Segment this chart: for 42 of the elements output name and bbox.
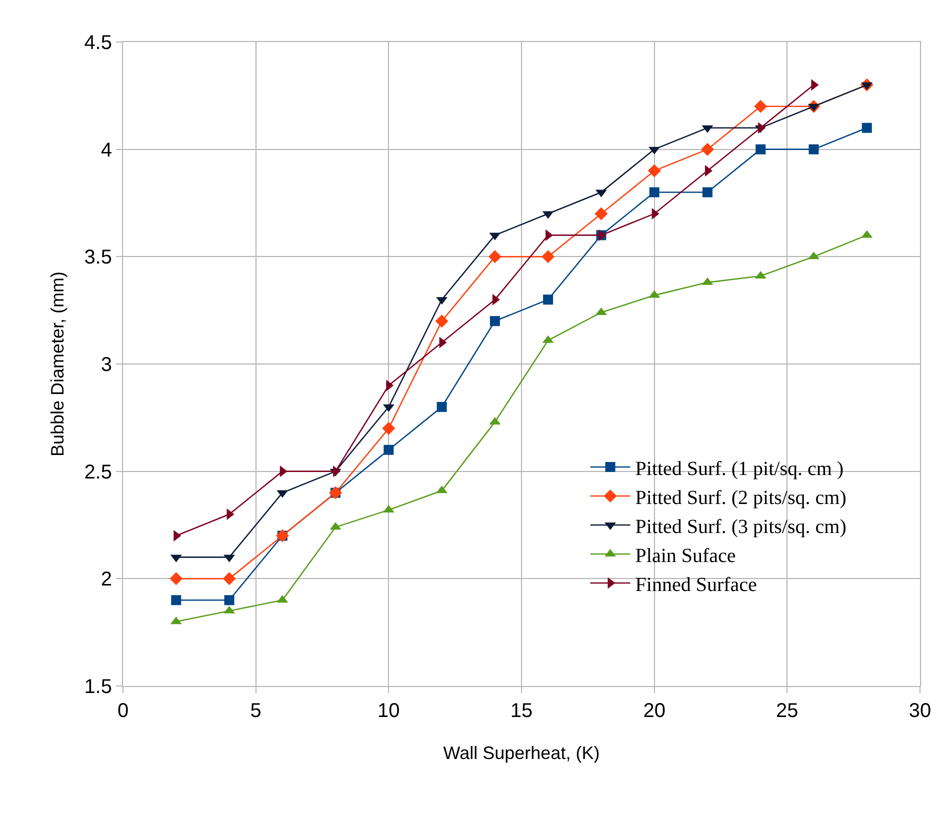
point bbox=[224, 595, 234, 606]
y-tick-label: 2.5 bbox=[84, 461, 112, 484]
point bbox=[648, 164, 661, 178]
point bbox=[862, 122, 872, 133]
legend-label: Pitted Surf. (2 pits/sq. cm) bbox=[635, 486, 846, 509]
point bbox=[490, 316, 500, 326]
point bbox=[170, 572, 183, 586]
point bbox=[700, 142, 714, 156]
point bbox=[649, 187, 660, 198]
legend-label: Finned Surface bbox=[635, 574, 758, 596]
point bbox=[594, 207, 608, 220]
x-tick-label: 0 bbox=[117, 700, 129, 722]
point bbox=[436, 402, 447, 412]
point bbox=[754, 100, 768, 113]
point bbox=[171, 595, 182, 606]
legend-label: Plain Suface bbox=[635, 544, 736, 567]
y-tick-label: 3.5 bbox=[84, 246, 112, 269]
point bbox=[702, 187, 712, 198]
point bbox=[543, 294, 554, 305]
x-tick-label: 25 bbox=[776, 700, 798, 722]
point bbox=[808, 144, 819, 154]
x-tick-label: 20 bbox=[643, 700, 666, 722]
legend-label: Pitted Surf. (1 pit/sq. cm ) bbox=[635, 458, 844, 480]
y-tick-label: 4 bbox=[100, 139, 112, 162]
y-tick-label: 1.5 bbox=[84, 676, 112, 698]
y-tick-label: 3 bbox=[100, 354, 112, 376]
point bbox=[384, 444, 394, 455]
y-axis-title: Bubble Diameter, (mm) bbox=[47, 271, 68, 457]
x-tick-label: 10 bbox=[378, 700, 400, 722]
legend-label: Pitted Surf. (3 pits/sq. cm) bbox=[635, 516, 846, 538]
x-tick-label: 30 bbox=[908, 700, 932, 722]
y-tick-label: 2 bbox=[100, 568, 112, 591]
point bbox=[435, 314, 448, 328]
point bbox=[488, 250, 502, 264]
point bbox=[756, 144, 766, 154]
x-tick-label: 5 bbox=[250, 700, 262, 722]
x-tick-label: 15 bbox=[510, 700, 533, 722]
point bbox=[542, 250, 555, 264]
x-axis-title: Wall Superheat, (K) bbox=[443, 743, 600, 764]
point bbox=[382, 422, 396, 435]
point bbox=[222, 572, 236, 586]
y-tick-label: 4.5 bbox=[84, 32, 112, 54]
